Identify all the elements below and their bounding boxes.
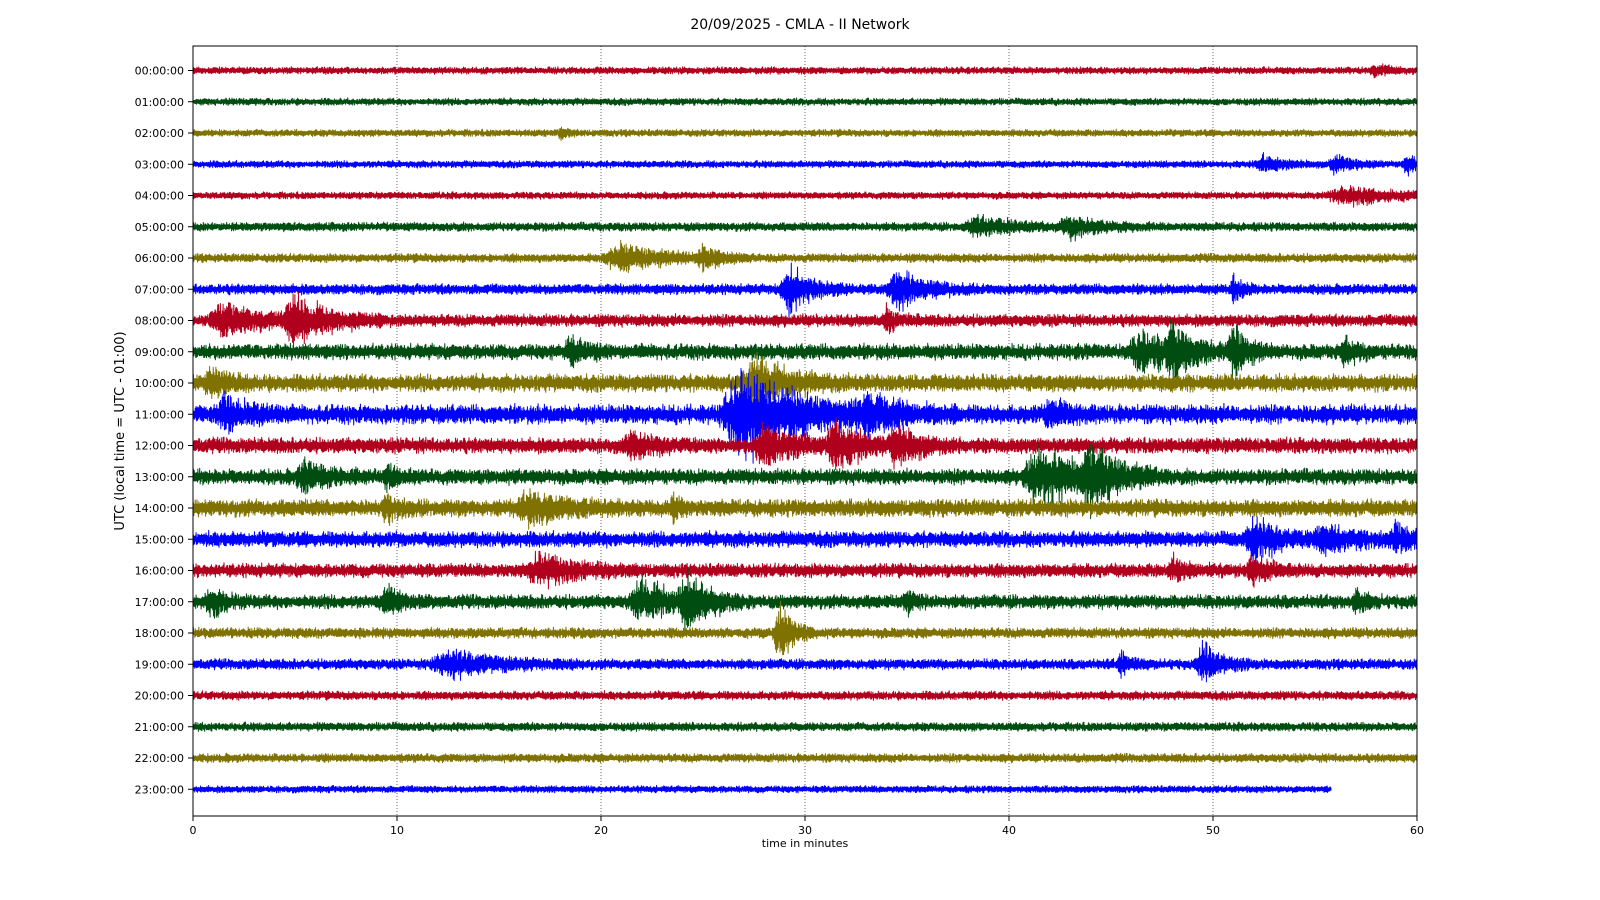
trace-11:00:00 bbox=[193, 368, 1417, 464]
row-label-02:00:00: 02:00:00 bbox=[135, 127, 184, 140]
row-label-23:00:00: 23:00:00 bbox=[135, 783, 184, 796]
row-label-09:00:00: 09:00:00 bbox=[135, 346, 184, 359]
trace-08:00:00 bbox=[193, 291, 1417, 349]
x-tick-label-0: 0 bbox=[190, 824, 197, 837]
row-label-01:00:00: 01:00:00 bbox=[135, 96, 184, 109]
trace-10:00:00 bbox=[193, 351, 1417, 413]
y-axis-label: UTC (local time = UTC - 01:00) bbox=[113, 331, 128, 530]
row-label-07:00:00: 07:00:00 bbox=[135, 283, 184, 296]
trace-04:00:00 bbox=[193, 185, 1417, 208]
trace-05:00:00 bbox=[193, 213, 1417, 243]
row-label-00:00:00: 00:00:00 bbox=[135, 65, 184, 78]
trace-14:00:00 bbox=[193, 488, 1417, 530]
row-label-05:00:00: 05:00:00 bbox=[135, 221, 184, 234]
row-label-03:00:00: 03:00:00 bbox=[135, 158, 184, 171]
trace-02:00:00 bbox=[193, 126, 1417, 141]
chart-title: 20/09/2025 - CMLA - II Network bbox=[690, 17, 910, 33]
x-tick-label-30: 30 bbox=[798, 824, 812, 837]
row-label-04:00:00: 04:00:00 bbox=[135, 190, 184, 203]
x-tick-label-60: 60 bbox=[1410, 824, 1424, 837]
trace-12:00:00 bbox=[193, 417, 1417, 470]
row-label-15:00:00: 15:00:00 bbox=[135, 533, 184, 546]
seismogram-traces bbox=[193, 63, 1417, 794]
row-label-21:00:00: 21:00:00 bbox=[135, 721, 184, 734]
row-label-08:00:00: 08:00:00 bbox=[135, 315, 184, 328]
row-label-16:00:00: 16:00:00 bbox=[135, 565, 184, 578]
x-tick-label-20: 20 bbox=[594, 824, 608, 837]
row-label-06:00:00: 06:00:00 bbox=[135, 252, 184, 265]
x-tick-label-50: 50 bbox=[1206, 824, 1220, 837]
trace-20:00:00 bbox=[193, 690, 1417, 701]
trace-06:00:00 bbox=[193, 239, 1417, 274]
trace-03:00:00 bbox=[193, 151, 1417, 177]
trace-01:00:00 bbox=[193, 97, 1417, 107]
x-axis-ticks: 0 10 20 30 40 50 60 bbox=[190, 816, 1424, 837]
row-label-19:00:00: 19:00:00 bbox=[135, 658, 184, 671]
trace-23:00:00 bbox=[193, 784, 1332, 794]
row-labels: 00:00:00 01:00:00 02:00:00 03:00:00 04:00:00… bbox=[135, 65, 193, 796]
trace-19:00:00 bbox=[193, 639, 1417, 683]
row-label-18:00:00: 18:00:00 bbox=[135, 627, 184, 640]
trace-17:00:00 bbox=[193, 566, 1417, 632]
row-label-12:00:00: 12:00:00 bbox=[135, 440, 184, 453]
trace-16:00:00 bbox=[193, 550, 1417, 590]
row-label-22:00:00: 22:00:00 bbox=[135, 752, 184, 765]
trace-21:00:00 bbox=[193, 721, 1417, 732]
row-label-20:00:00: 20:00:00 bbox=[135, 690, 184, 703]
x-axis-label: time in minutes bbox=[762, 837, 849, 850]
trace-18:00:00 bbox=[193, 600, 1417, 656]
row-label-17:00:00: 17:00:00 bbox=[135, 596, 184, 609]
trace-00:00:00 bbox=[193, 63, 1417, 79]
x-tick-label-40: 40 bbox=[1002, 824, 1016, 837]
trace-15:00:00 bbox=[193, 515, 1417, 567]
trace-09:00:00 bbox=[193, 318, 1417, 388]
row-label-13:00:00: 13:00:00 bbox=[135, 471, 184, 484]
trace-13:00:00 bbox=[193, 443, 1417, 520]
x-tick-label-10: 10 bbox=[390, 824, 404, 837]
trace-07:00:00 bbox=[193, 262, 1417, 318]
row-label-11:00:00: 11:00:00 bbox=[135, 408, 184, 421]
row-label-10:00:00: 10:00:00 bbox=[135, 377, 184, 390]
row-label-14:00:00: 14:00:00 bbox=[135, 502, 184, 515]
trace-22:00:00 bbox=[193, 752, 1417, 764]
vertical-grid bbox=[396, 46, 1214, 816]
